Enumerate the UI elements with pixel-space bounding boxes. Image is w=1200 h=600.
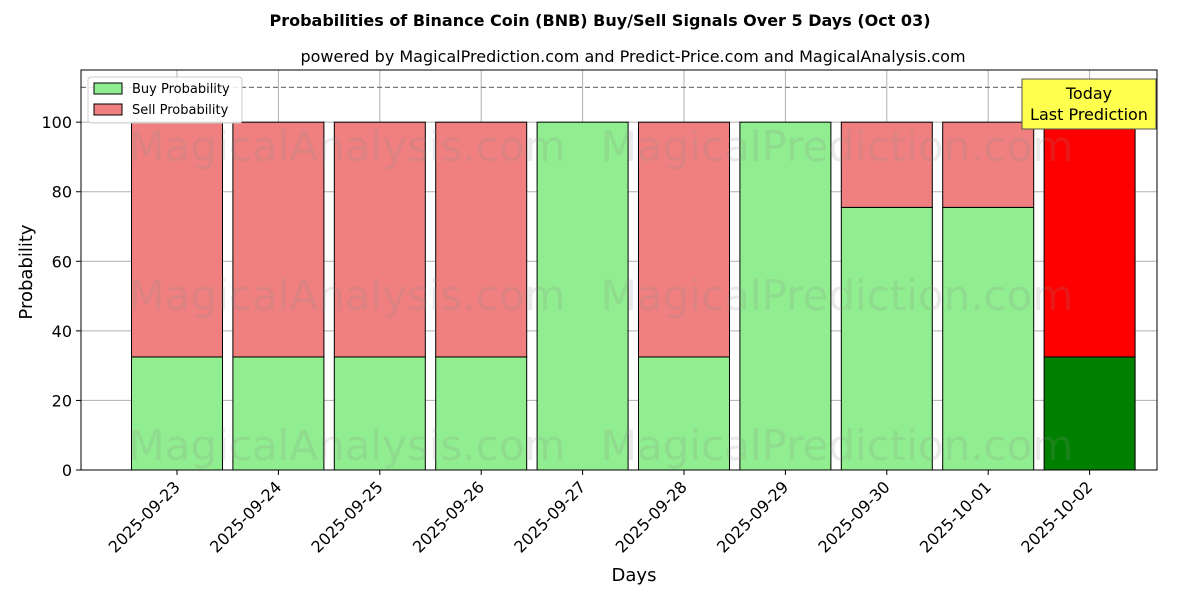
watermark-text: MagicalPrediction.com bbox=[601, 122, 1074, 171]
watermarks: MagicalAnalysis.com MagicalPrediction.com… bbox=[129, 122, 1074, 470]
y-tick-label: 100 bbox=[41, 113, 72, 132]
x-axis-label: Days bbox=[612, 565, 657, 586]
bar-sell bbox=[131, 121, 223, 358]
bar-sell bbox=[638, 121, 730, 358]
bar-sell bbox=[333, 121, 426, 358]
x-tick-label: 2025-09-29 bbox=[713, 477, 792, 556]
bar-buy bbox=[435, 356, 528, 471]
bar-sell bbox=[232, 121, 325, 358]
legend: Buy Probability Sell Probability bbox=[87, 76, 243, 124]
bars bbox=[131, 121, 1136, 471]
bar-buy bbox=[638, 356, 730, 471]
bar-sell bbox=[942, 121, 1035, 208]
annotation-line-2: Last Prediction bbox=[1030, 105, 1148, 124]
x-tick-label: 2025-10-02 bbox=[1017, 477, 1096, 556]
x-tick-label: 2025-09-27 bbox=[510, 477, 589, 556]
x-tick-label: 2025-09-30 bbox=[814, 477, 893, 556]
x-tick-label: 2025-10-01 bbox=[916, 477, 995, 556]
bar-sell bbox=[435, 121, 528, 358]
bar-sell bbox=[1043, 121, 1136, 358]
chart-subtitle: powered by MagicalPrediction.com and Pre… bbox=[300, 47, 965, 66]
legend-label-buy: Buy Probability bbox=[132, 82, 230, 97]
annotation-box bbox=[1021, 78, 1157, 130]
watermark-text: MagicalAnalysis.com bbox=[129, 421, 566, 470]
x-axis: 2025-09-23 2025-09-24 2025-09-25 2025-09-26… bbox=[105, 470, 1096, 557]
bar-buy bbox=[333, 356, 426, 471]
watermark-text: MagicalAnalysis.com bbox=[129, 271, 566, 320]
y-tick-label: 40 bbox=[52, 322, 72, 341]
bar-buy bbox=[739, 121, 832, 471]
watermark-text: MagicalPrediction.com bbox=[601, 421, 1074, 470]
bar-buy bbox=[131, 356, 223, 471]
y-axis: 0 20 40 60 80 100 bbox=[41, 113, 81, 480]
y-tick-label: 0 bbox=[62, 461, 72, 480]
bar-buy bbox=[536, 121, 629, 471]
y-tick-label: 80 bbox=[52, 183, 72, 202]
x-tick-label: 2025-09-26 bbox=[409, 477, 488, 556]
plot-frame bbox=[80, 69, 1158, 471]
y-tick-label: 20 bbox=[52, 391, 72, 410]
today-annotation: Today Last Prediction bbox=[1021, 78, 1157, 130]
watermark-text: MagicalAnalysis.com bbox=[129, 122, 566, 171]
x-tick-label: 2025-09-23 bbox=[105, 477, 184, 556]
annotation-line-1: Today bbox=[1065, 84, 1112, 103]
bar-buy bbox=[942, 206, 1035, 471]
legend-label-sell: Sell Probability bbox=[132, 103, 229, 118]
y-axis-label: Probability bbox=[16, 224, 37, 319]
bar-buy bbox=[840, 206, 933, 471]
y-tick-label: 60 bbox=[52, 252, 72, 271]
x-tick-label: 2025-09-24 bbox=[206, 477, 285, 556]
x-tick-label: 2025-09-28 bbox=[612, 477, 691, 556]
x-tick-label: 2025-09-25 bbox=[307, 477, 386, 556]
bar-sell bbox=[840, 121, 933, 208]
bar-buy bbox=[1043, 356, 1136, 471]
legend-swatch-buy bbox=[93, 82, 123, 95]
chart-title: Probabilities of Binance Coin (BNB) Buy/… bbox=[269, 11, 930, 30]
legend-swatch-sell bbox=[93, 103, 123, 116]
legend-frame bbox=[87, 76, 243, 124]
watermark-text: MagicalPrediction.com bbox=[601, 271, 1074, 320]
